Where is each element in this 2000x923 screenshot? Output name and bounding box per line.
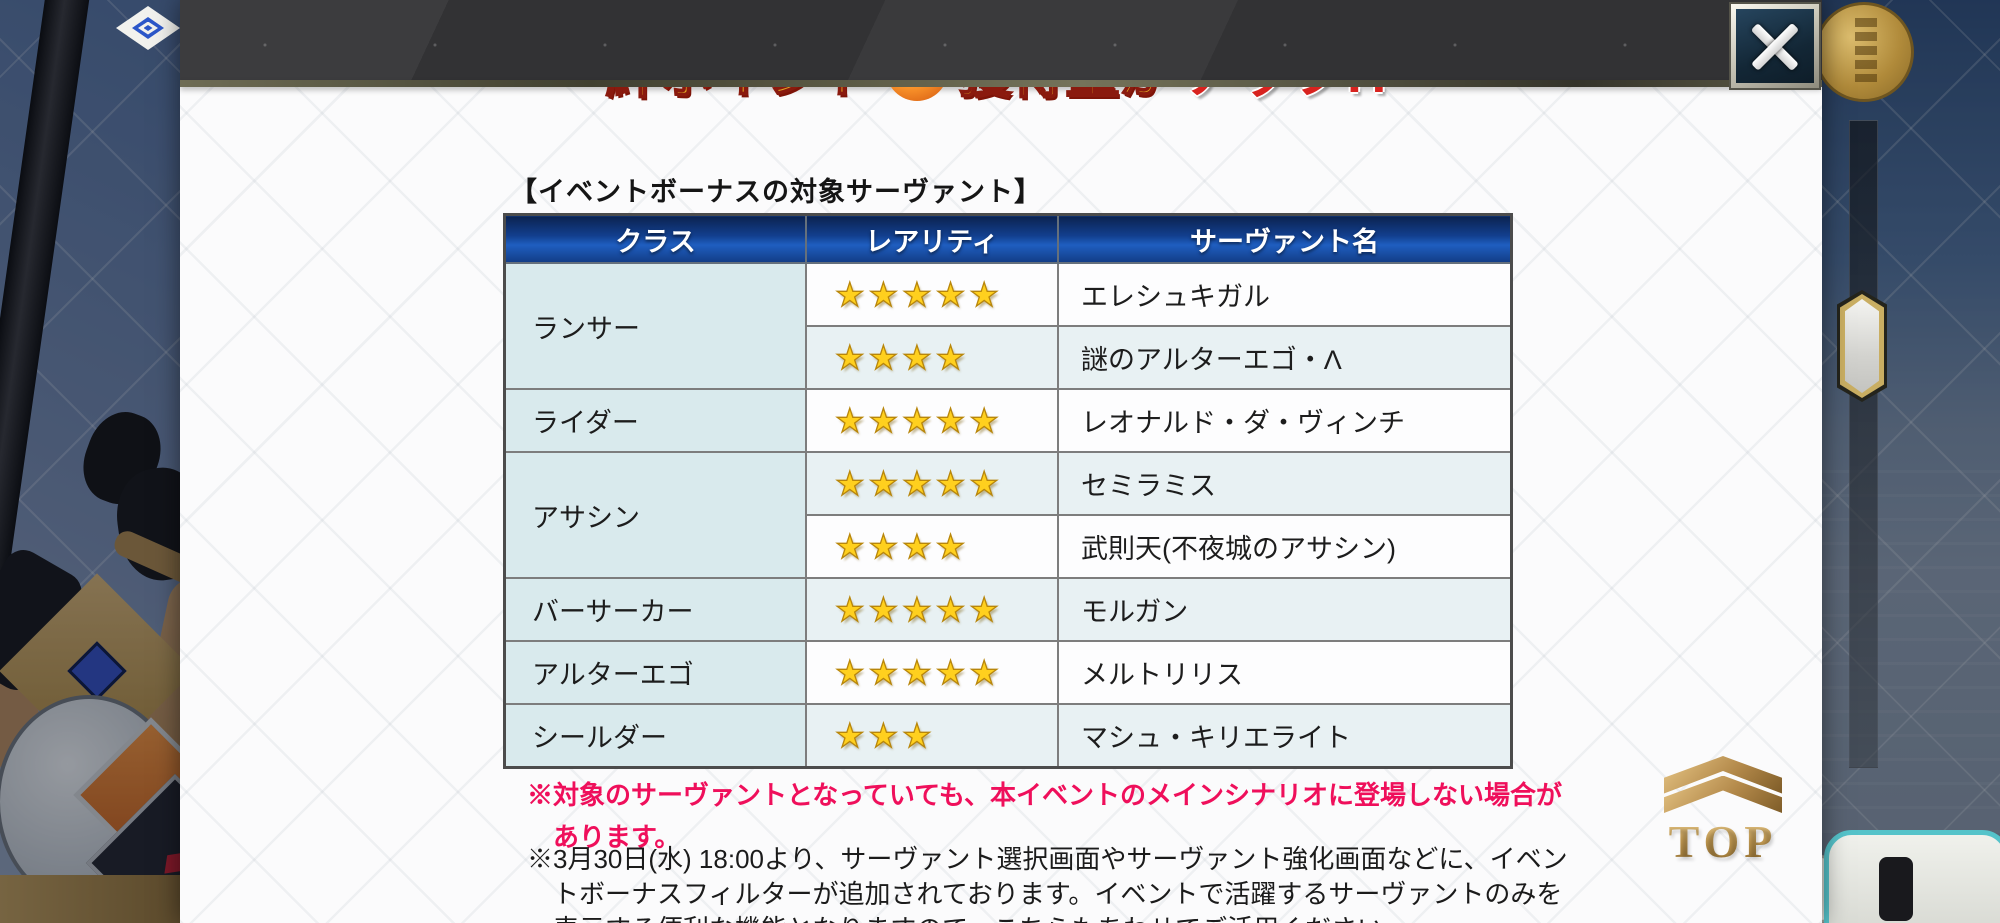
game-background-right xyxy=(1822,0,2000,923)
section-heading: 【イベントボーナスの対象サーヴァント】 xyxy=(510,177,1042,207)
banner-text-right: アップ!? xyxy=(1184,87,1397,101)
class-cell: シールダー xyxy=(503,703,807,769)
table-row: シールダー ★★★ マシュ・キリエライト xyxy=(503,703,1513,769)
rarity-cell: ★★★★★ xyxy=(805,262,1059,327)
modal-top-bar-edge xyxy=(180,80,1822,87)
star-rating: ★★★★★ xyxy=(834,590,1003,628)
table-row: ★★★★ 武則天(不夜城のアサシン) xyxy=(505,514,1513,579)
dim-overlay xyxy=(0,0,185,923)
rarity-cell: ★★★★★ xyxy=(805,388,1059,453)
servant-name-cell: レオナルド・ダ・ヴィンチ xyxy=(1057,388,1513,453)
banner-text-mid: 獲得量が xyxy=(957,87,1175,102)
class-cell: ライダー xyxy=(503,388,807,453)
scrollbar-handle[interactable] xyxy=(1837,290,1887,402)
star-rating: ★★★★★ xyxy=(834,653,1003,691)
column-header-rarity: レアリティ xyxy=(805,213,1059,264)
game-background-left xyxy=(0,0,185,923)
class-cell: ランサー xyxy=(503,262,807,390)
class-cell: バーサーカー xyxy=(503,577,807,642)
table-row: アルターエゴ ★★★★★ メルトリリス xyxy=(503,640,1513,705)
bond-orb-icon xyxy=(885,87,948,101)
class-cell: アサシン xyxy=(503,451,807,579)
star-rating: ★★★★ xyxy=(834,527,970,565)
star-rating: ★★★★★ xyxy=(834,401,1003,439)
character-armor-art xyxy=(0,875,185,923)
table-row: ★★★★ 謎のアルターエゴ・Λ xyxy=(505,325,1513,390)
info-note: ※3月30日(水) 18:00より、サーヴァント選択画面やサーヴァント強化画面な… xyxy=(527,844,1568,923)
rarity-cell: ★★★★★ xyxy=(805,640,1059,705)
servant-name-cell: 謎のアルターエゴ・Λ xyxy=(1057,325,1513,390)
menu-button-glyph xyxy=(1879,857,1913,921)
warning-note: ※対象のサーヴァントとなっていても、本イベントのメインシナリオに登場しない場合が… xyxy=(527,780,1563,852)
servant-table-body: ランサー ★★★★★ エレシュキガル ★★★★ 謎のアルターエゴ・Λ ライダー ★★★★★ レ… xyxy=(503,262,1513,769)
rarity-cell: ★★★★★ xyxy=(805,451,1059,516)
table-row: ライダー ★★★★★ レオナルド・ダ・ヴィンチ xyxy=(503,388,1513,453)
close-button[interactable] xyxy=(1729,2,1821,90)
star-rating: ★★★★ xyxy=(834,338,970,376)
star-rating: ★★★ xyxy=(834,716,936,754)
star-rating: ★★★★★ xyxy=(834,464,1003,502)
table-row: アサシン ★★★★★ セミラミス xyxy=(503,451,1513,579)
class-cell: アルターエゴ xyxy=(503,640,807,705)
rarity-cell: ★★★ xyxy=(805,703,1059,769)
table-header-row: クラス レアリティ サーヴァント名 xyxy=(503,213,1513,264)
column-header-class: クラス xyxy=(503,213,807,264)
column-header-name: サーヴァント名 xyxy=(1057,213,1513,264)
news-modal: 絆ポイント 獲得量が アップ!? 【イベントボーナスの対象サーヴァント】 クラス… xyxy=(180,0,1822,923)
close-icon xyxy=(1736,9,1814,83)
servant-name-cell: モルガン xyxy=(1057,577,1513,642)
top-button-label: TOP xyxy=(1668,816,1778,867)
scrollbar-track[interactable] xyxy=(1849,120,1878,768)
gold-medal-icon xyxy=(1822,2,1914,102)
rarity-cell: ★★★★★ xyxy=(805,577,1059,642)
rarity-cell: ★★★★ xyxy=(805,325,1059,390)
servant-bonus-table: クラス レアリティ サーヴァント名 ランサー ★★★★★ エレシュキガル ★★★★ 謎の… xyxy=(503,213,1513,769)
banner-text-left: 絆ポイント xyxy=(605,87,877,102)
table-row: ランサー ★★★★★ エレシュキガル xyxy=(503,262,1513,390)
servant-name-cell: セミラミス xyxy=(1057,451,1513,516)
servant-name-cell: 武則天(不夜城のアサシン) xyxy=(1057,514,1513,579)
menu-button-partial[interactable] xyxy=(1824,830,2000,923)
servant-name-cell: マシュ・キリエライト xyxy=(1057,703,1513,769)
table-row: バーサーカー ★★★★★ モルガン xyxy=(503,577,1513,642)
event-banner-cropped: 絆ポイント 獲得量が アップ!? xyxy=(180,87,1822,120)
servant-name-cell: エレシュキガル xyxy=(1057,262,1513,327)
modal-top-bar xyxy=(180,0,1822,80)
servant-name-cell: メルトリリス xyxy=(1057,640,1513,705)
star-rating: ★★★★★ xyxy=(834,275,1003,313)
rarity-cell: ★★★★ xyxy=(805,514,1059,579)
scroll-to-top-button[interactable]: TOP xyxy=(1653,756,1793,868)
